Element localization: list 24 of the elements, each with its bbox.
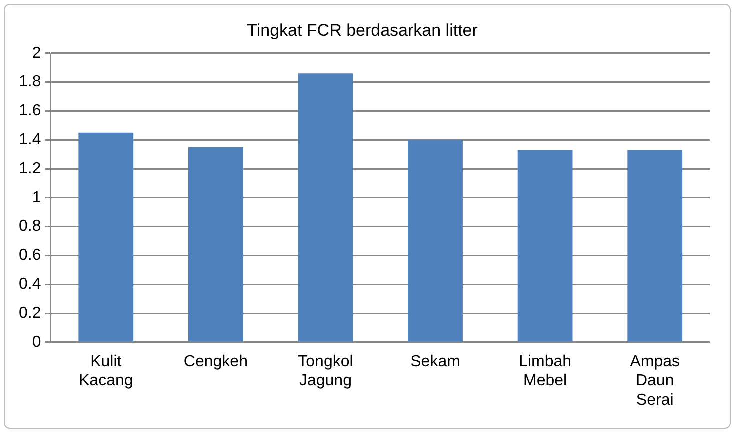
y-tick-label: 0.8 [18,218,42,236]
bar [188,147,244,342]
chart-title: Tingkat FCR berdasarkan litter [247,20,478,40]
y-tick-label: 1.8 [18,74,42,91]
y-tick-label: 1.6 [18,102,42,120]
x-tick-label: Sekam [410,353,460,370]
y-tick-label: 2 [32,44,42,62]
y-tick-label: 0.2 [18,304,42,322]
x-tick-label: Kulit Kacang [79,353,134,390]
bar [298,74,354,342]
bar [628,150,683,342]
x-tick-label: Tongkol Jagung [298,353,354,390]
bar [408,140,463,342]
x-tick-label: Limbah Mebel [519,353,572,390]
y-tick-label: 1 [32,189,42,206]
y-tick-label: 0.6 [18,247,42,264]
y-tick-label: 0.4 [18,276,42,294]
y-tick-label: 0 [32,334,42,351]
y-tick-label: 1.4 [18,132,42,149]
bar [78,132,134,342]
x-tick-label: Cengkeh [184,353,248,370]
y-tick-label: 1.2 [18,160,42,178]
bar [518,150,573,342]
x-tick-label: Ampas Daun Serai [630,353,680,409]
